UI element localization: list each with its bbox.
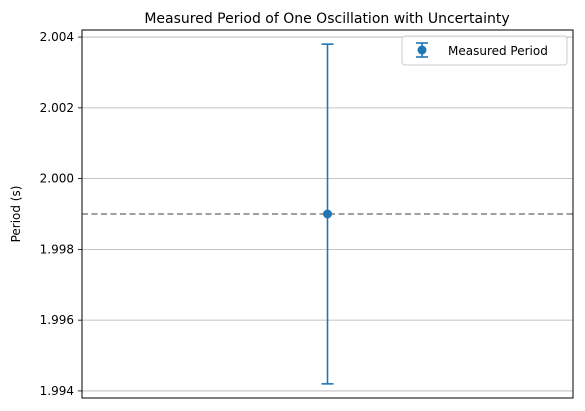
y-tick-label: 2.004	[40, 30, 74, 44]
data-point	[323, 209, 332, 219]
legend-point	[417, 45, 427, 55]
series-layer	[321, 43, 334, 385]
chart-title: Measured Period of One Oscillation with …	[144, 11, 509, 27]
legend-label: Measured Period	[448, 44, 548, 58]
legend-marker	[416, 42, 428, 58]
y-tick-label: 2.002	[40, 101, 74, 115]
y-tick-label: 2.000	[40, 172, 74, 186]
y-axis-label: Period (s)	[9, 186, 23, 243]
plot-frame	[81, 29, 574, 399]
legend-box	[401, 35, 568, 66]
y-tick-label: 1.996	[40, 313, 74, 327]
legend: Measured Period	[401, 35, 568, 66]
y-tick-layer: 1.994 1.996 1.998 2.000 2.002 2.004	[40, 30, 82, 398]
y-tick-label: 1.998	[40, 242, 74, 256]
y-tick-label: 1.994	[40, 384, 74, 398]
